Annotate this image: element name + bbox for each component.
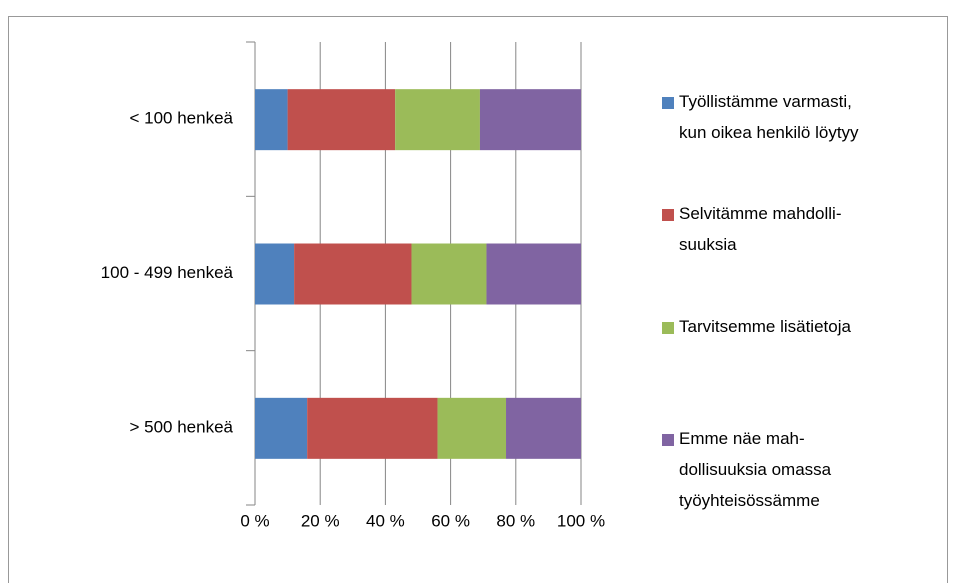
bar-segment xyxy=(287,89,396,151)
bar-segment xyxy=(307,397,438,459)
legend-label: Työllistämme varmasti, kun oikea henkilö … xyxy=(679,92,859,142)
bar-segment xyxy=(255,397,308,459)
x-tick-label: 80 % xyxy=(496,511,535,530)
legend-swatch xyxy=(662,209,674,221)
y-tick-label: < 100 henkeä xyxy=(129,109,233,128)
y-tick-label: > 500 henkeä xyxy=(129,417,233,436)
bar-segment xyxy=(486,243,581,305)
bar-segment xyxy=(255,89,288,151)
x-tick-label: 20 % xyxy=(301,511,340,530)
legend-swatch xyxy=(662,434,674,446)
bar-segment xyxy=(506,397,581,459)
legend-swatch xyxy=(662,97,674,109)
x-tick-label: 60 % xyxy=(431,511,470,530)
y-tick-label: 100 - 499 henkeä xyxy=(101,263,234,282)
x-tick-label: 100 % xyxy=(557,511,605,530)
legend-label: Tarvitsemme lisätietoja xyxy=(679,317,851,336)
bar-segment xyxy=(255,243,295,305)
bar-segment xyxy=(411,243,487,305)
x-tick-label: 0 % xyxy=(240,511,269,530)
legend-label: Emme näe mah-dollisuuksia omassa työyhtei… xyxy=(679,429,832,510)
bar-segment xyxy=(395,89,480,151)
bar-segment xyxy=(479,89,581,151)
x-tick-label: 40 % xyxy=(366,511,405,530)
legend-swatch xyxy=(662,322,674,334)
bar-segment xyxy=(437,397,507,459)
legend-label: Selvitämme mahdolli-suuksia xyxy=(679,204,842,254)
bar-segment xyxy=(294,243,412,305)
